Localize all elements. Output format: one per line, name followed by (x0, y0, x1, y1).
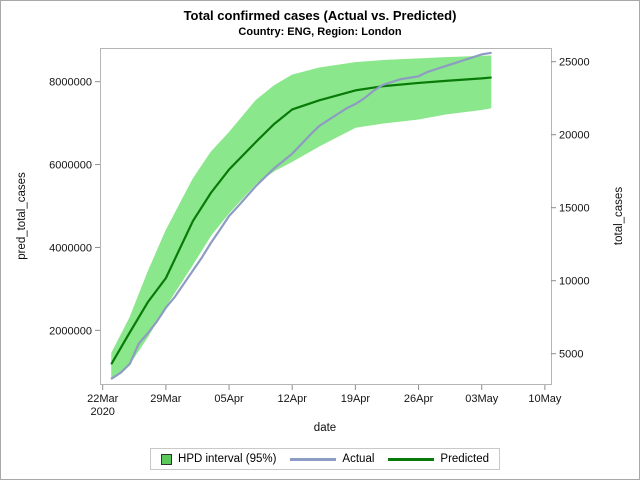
legend-item-predicted: Predicted (388, 453, 489, 465)
hpd-band-swatch-icon (161, 453, 173, 465)
actual-line-swatch-icon (290, 457, 337, 461)
actual-line (110, 51, 492, 380)
y-left-tick-label: 6000000 (49, 160, 92, 172)
x-tick-label: 10May (528, 393, 562, 405)
x-axis-title: date (313, 422, 337, 434)
hpd-band (111, 55, 492, 380)
legend-label-hpd: HPD interval (95%) (178, 453, 277, 465)
y-right-tick-label: 20000 (559, 130, 590, 142)
plot-frame (100, 48, 552, 385)
predicted-line (110, 76, 492, 365)
legend-label-predicted: Predicted (440, 453, 489, 465)
x-tick-label: 19Apr (341, 393, 371, 405)
x-tick-label: 29Mar (150, 393, 182, 405)
chart-subtitle: Country: ENG, Region: London (238, 26, 402, 38)
x-tick-label: 12Apr (278, 393, 308, 405)
x-tick-label: 26Apr (404, 393, 434, 405)
y-right-tick-label: 5000 (559, 349, 583, 361)
y-right-tick-label: 10000 (559, 276, 590, 288)
legend-item-actual: Actual (290, 453, 374, 465)
legend-item-hpd: HPD interval (95%) (161, 453, 276, 465)
y-right-tick-label: 15000 (559, 203, 590, 215)
x-tick-label: 03May (465, 393, 499, 405)
y-right-tick-label: 25000 (559, 57, 590, 69)
y-left-tick-label: 4000000 (49, 242, 92, 254)
y-left-tick-label: 8000000 (49, 77, 92, 89)
legend-label-actual: Actual (342, 453, 375, 465)
x-tick-year-label: 2020 (90, 406, 114, 418)
x-tick-label: 22Mar (87, 393, 119, 405)
y-left-tick-label: 2000000 (49, 325, 92, 337)
y-axis-right-title: total_cases (613, 186, 625, 246)
predicted-line-swatch-icon (388, 457, 435, 461)
legend: HPD interval (95%) Actual Predicted (150, 448, 500, 470)
y-axis-left-title: pred_total_cases (16, 172, 28, 260)
chart-title: Total confirmed cases (Actual vs. Predic… (183, 8, 457, 23)
x-tick-label: 05Apr (214, 393, 244, 405)
